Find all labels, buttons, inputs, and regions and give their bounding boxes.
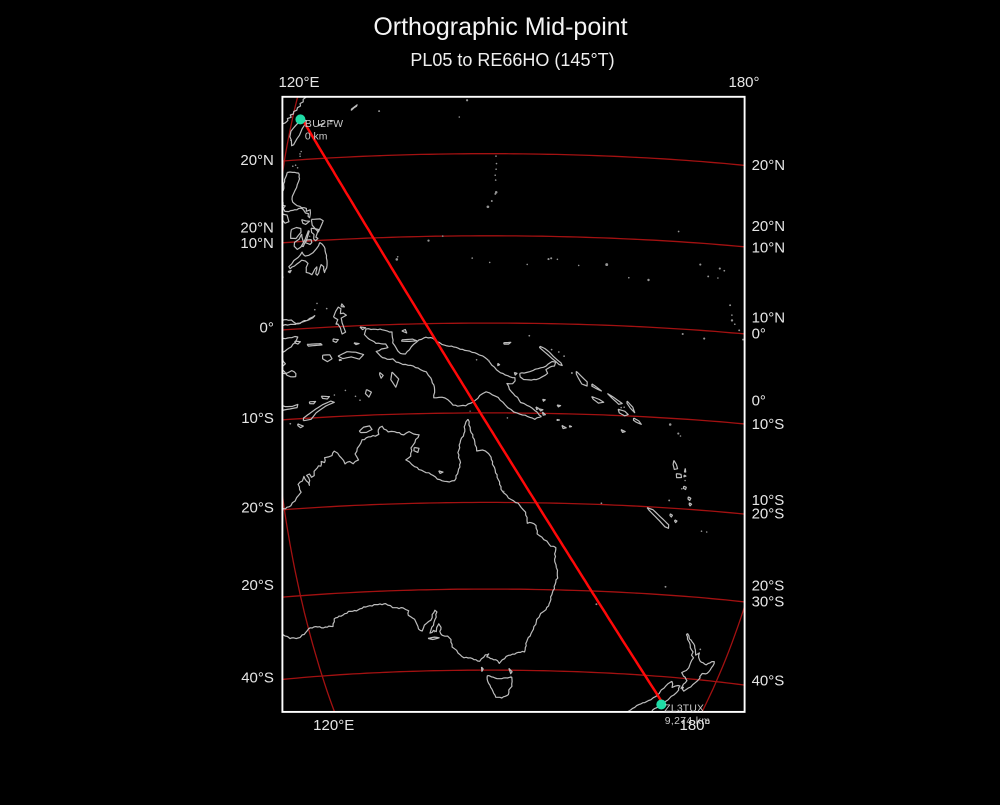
svg-text:20°S: 20°S bbox=[752, 506, 785, 523]
svg-text:20°S: 20°S bbox=[241, 500, 274, 517]
svg-text:10°N: 10°N bbox=[240, 235, 274, 252]
svg-text:10°N: 10°N bbox=[752, 240, 786, 257]
svg-text:0 km: 0 km bbox=[305, 131, 328, 142]
svg-text:20°N: 20°N bbox=[752, 157, 786, 174]
svg-text:30°S: 30°S bbox=[752, 594, 785, 611]
svg-text:0°: 0° bbox=[260, 320, 274, 337]
svg-text:10°S: 10°S bbox=[241, 410, 274, 427]
svg-text:40°S: 40°S bbox=[241, 670, 274, 687]
svg-text:ZL3TUX: ZL3TUX bbox=[664, 704, 704, 715]
svg-text:180°: 180° bbox=[679, 717, 710, 734]
svg-text:20°S: 20°S bbox=[752, 578, 785, 595]
svg-text:20°N: 20°N bbox=[752, 218, 786, 235]
svg-text:180°: 180° bbox=[728, 74, 759, 91]
svg-text:0°: 0° bbox=[752, 393, 766, 410]
svg-text:40°S: 40°S bbox=[752, 673, 785, 690]
svg-text:9,274 km: 9,274 km bbox=[665, 716, 711, 727]
svg-text:120°E: 120°E bbox=[278, 74, 319, 91]
svg-text:BU2FW: BU2FW bbox=[305, 119, 344, 130]
svg-text:0°: 0° bbox=[752, 326, 766, 343]
svg-text:PL05 to RE66HO (145°T): PL05 to RE66HO (145°T) bbox=[410, 50, 614, 70]
svg-text:120°E: 120°E bbox=[313, 717, 354, 734]
svg-text:20°N: 20°N bbox=[240, 219, 274, 236]
svg-text:10°S: 10°S bbox=[752, 492, 785, 509]
svg-text:20°N: 20°N bbox=[240, 152, 274, 169]
svg-text:Orthographic Mid-point: Orthographic Mid-point bbox=[373, 13, 627, 41]
svg-text:10°N: 10°N bbox=[752, 310, 786, 327]
svg-text:10°S: 10°S bbox=[752, 416, 785, 433]
svg-text:20°S: 20°S bbox=[241, 577, 274, 594]
